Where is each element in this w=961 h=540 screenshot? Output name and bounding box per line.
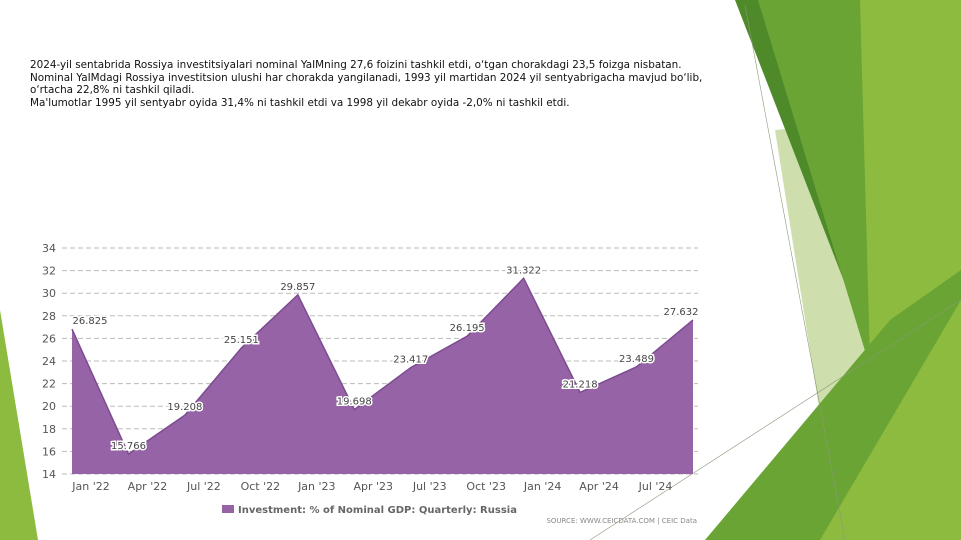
- x-tick-label: Apr '24: [579, 480, 619, 493]
- legend-swatch: [222, 505, 234, 513]
- data-label: 19.698: [337, 397, 372, 408]
- data-label: 26.825: [73, 316, 108, 327]
- source-credit: SOURCE: WWW.CEICDATA.COM | CEIC Data: [546, 517, 697, 525]
- x-tick-label: Jul '22: [186, 480, 221, 493]
- y-tick-label: 28: [42, 310, 56, 323]
- data-label: 15.766: [111, 441, 146, 452]
- y-tick-label: 26: [42, 332, 56, 345]
- data-label: 25.151: [224, 335, 259, 346]
- y-tick-label: 30: [42, 287, 56, 300]
- right-bottom-light-shape: [820, 300, 961, 540]
- left-green-triangle: [0, 310, 38, 540]
- x-tick-label: Jan '23: [297, 480, 335, 493]
- data-labels: 26.825 15.766 19.208 25.151 29.857 19.698 23.4…: [71, 264, 700, 454]
- series-line: [71, 276, 694, 456]
- x-tick-label: Oct '23: [466, 480, 506, 493]
- y-tick-label: 32: [42, 265, 56, 278]
- description-line-1: 2024-yil sentabrida Rossiya investitsiya…: [30, 59, 682, 71]
- legend: Investment: % of Nominal GDP: Quarterly:…: [222, 505, 517, 516]
- y-tick-label: 16: [42, 445, 56, 458]
- data-label: 23.417: [393, 355, 428, 366]
- deco-thin-line-2: [589, 299, 961, 540]
- area-series: [71, 276, 694, 474]
- data-label: 21.218: [563, 379, 598, 390]
- description-line-3: Ma'lumotlar 1995 yil sentyabr oyida 31,4…: [30, 96, 570, 109]
- y-tick-label: 14: [42, 468, 56, 481]
- data-label: 27.632: [664, 307, 699, 318]
- y-tick-label: 34: [42, 242, 56, 255]
- y-tick-label: 22: [42, 378, 56, 391]
- data-label: 26.195: [450, 323, 485, 334]
- x-tick-label: Apr '23: [353, 480, 393, 493]
- area-fill: [72, 278, 693, 474]
- y-tick-label: 20: [42, 400, 56, 413]
- y-axis-ticks: 14 16 18 20 22 24 26 28 30 32 34: [42, 242, 56, 481]
- y-tick-label: 18: [42, 423, 56, 436]
- data-label: 23.489: [619, 354, 654, 365]
- x-tick-label: Jan '24: [523, 480, 561, 493]
- x-tick-label: Jan '22: [71, 480, 109, 493]
- description-text: 2024-yil sentabrida Rossiya investitsiya…: [30, 59, 730, 109]
- legend-label: Investment: % of Nominal GDP: Quarterly:…: [238, 505, 517, 516]
- x-tick-label: Jul '23: [412, 480, 447, 493]
- x-tick-label: Apr '22: [128, 480, 168, 493]
- y-tick-label: 24: [42, 355, 56, 368]
- data-label: 31.322: [506, 265, 541, 276]
- data-label: 19.208: [167, 402, 202, 413]
- x-tick-label: Oct '22: [241, 480, 281, 493]
- x-axis-ticks: Jan '22 Apr '22 Jul '22 Oct '22 Jan '23 Apr '…: [71, 480, 672, 493]
- data-label: 29.857: [280, 282, 315, 293]
- deco-thin-line-1: [744, 4, 846, 540]
- x-tick-label: Jul '24: [638, 480, 673, 493]
- description-line-2: Nominal YaIMdagi Rossiya investitsion ul…: [30, 71, 703, 97]
